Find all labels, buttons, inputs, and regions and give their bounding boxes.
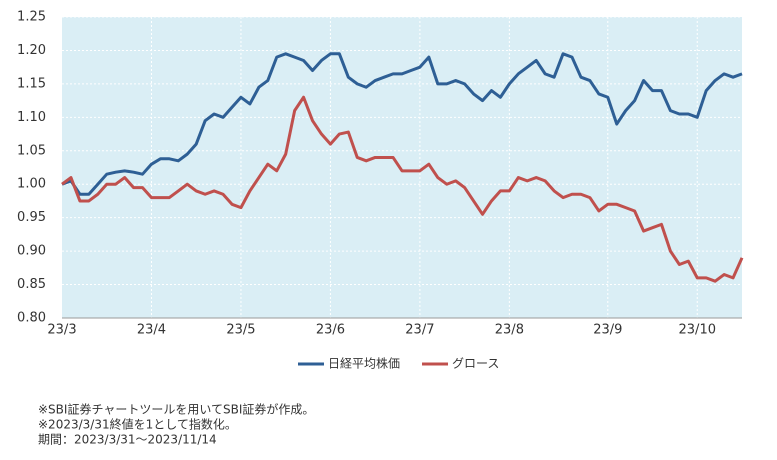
series-line [61,95,744,283]
legend-label: グロース [452,357,499,371]
y-tick-label: 1.10 [17,110,46,125]
x-tick-label: 23/8 [495,323,524,338]
legend-label: 日経平均株価 [328,356,400,371]
note: 期間：2023/3/31～2023/11/14 [38,433,217,447]
x-tick-label: 23/7 [405,323,434,338]
x-tick-label: 23/6 [316,323,345,338]
series-line [61,52,743,196]
y-tick-label: 1.00 [17,177,46,192]
x-tick-label: 23/4 [137,323,166,338]
note: ※2023/3/31終値を1として指数化。 [38,417,237,432]
x-tick-label: 23/3 [47,323,76,338]
y-tick-label: 1.05 [17,143,46,158]
x-tick-label: 23/9 [593,323,622,338]
x-tick-label: 23/5 [226,323,255,338]
x-tick-label: 23/10 [679,323,716,338]
y-tick-label: 1.15 [17,76,46,91]
y-tick-label: 1.20 [17,43,46,58]
y-tick-label: 0.95 [17,210,46,225]
note: ※SBI証券チャートツールを用いてSBI証券が作成。 [38,402,314,417]
y-tick-label: 1.25 [17,10,46,25]
plot-area [62,17,742,318]
y-tick-label: 0.85 [17,277,46,292]
y-tick-label: 0.90 [17,244,46,259]
y-tick-label: 0.80 [17,311,46,326]
